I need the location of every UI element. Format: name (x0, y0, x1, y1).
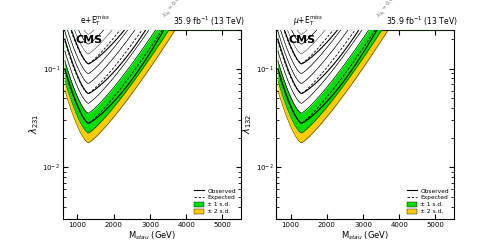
Text: CMS: CMS (288, 35, 316, 45)
Text: CMS: CMS (76, 35, 102, 45)
Legend: Observed, Expected, ± 1 s.d., ± 2 s.d.: Observed, Expected, ± 1 s.d., ± 2 s.d. (405, 186, 451, 216)
Text: $\lambda^{\prime}_{3ij}$ = 0.05: $\lambda^{\prime}_{3ij}$ = 0.05 (374, 0, 400, 21)
Text: 35.9 fb$^{-1}$ (13 TeV): 35.9 fb$^{-1}$ (13 TeV) (386, 14, 458, 28)
Y-axis label: $\lambda_{231}$: $\lambda_{231}$ (27, 114, 41, 135)
Text: $\lambda^{\prime}_{3ij}$ = 0.05: $\lambda^{\prime}_{3ij}$ = 0.05 (161, 0, 187, 21)
Text: $\mu$+E$_\mathrm{T}^{miss}$: $\mu$+E$_\mathrm{T}^{miss}$ (293, 13, 323, 28)
Text: e+E$_\mathrm{T}^{miss}$: e+E$_\mathrm{T}^{miss}$ (80, 13, 110, 28)
X-axis label: M$_{stau}$ (GeV): M$_{stau}$ (GeV) (128, 229, 176, 242)
Y-axis label: $\lambda_{132}$: $\lambda_{132}$ (240, 114, 254, 135)
X-axis label: M$_{stau}$ (GeV): M$_{stau}$ (GeV) (341, 229, 389, 242)
Text: 35.9 fb$^{-1}$ (13 TeV): 35.9 fb$^{-1}$ (13 TeV) (173, 14, 244, 28)
Legend: Observed, Expected, ± 1 s.d., ± 2 s.d.: Observed, Expected, ± 1 s.d., ± 2 s.d. (192, 186, 237, 216)
